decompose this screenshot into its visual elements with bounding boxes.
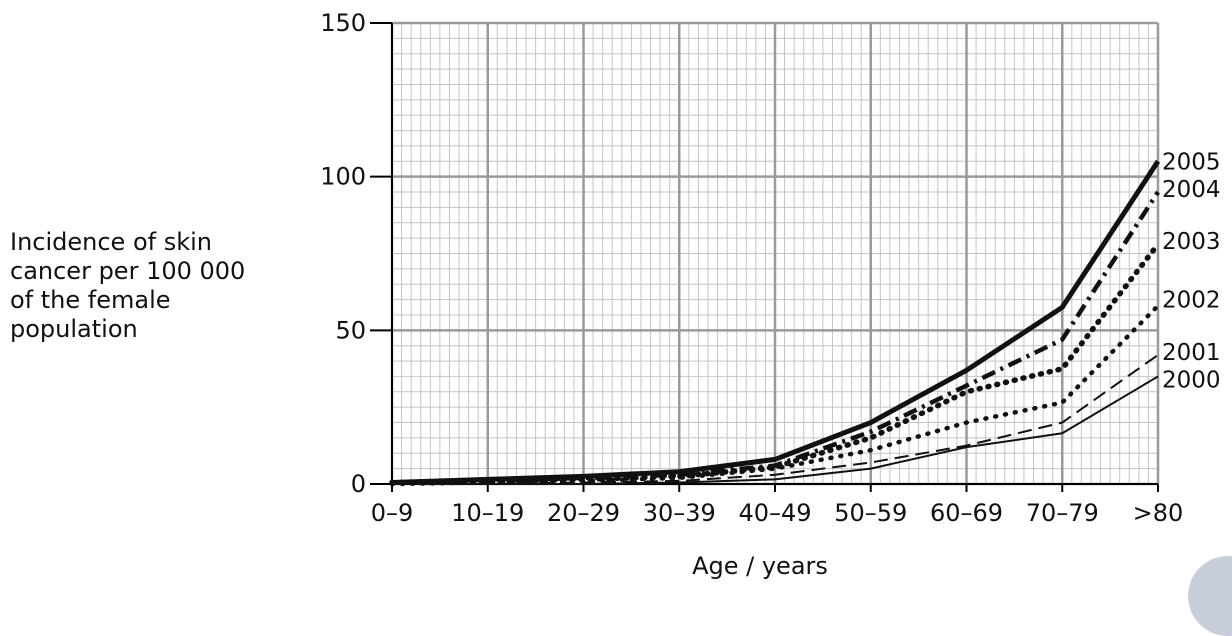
y-tick-label: 0	[351, 470, 366, 498]
y-axis-label-line: cancer per 100 000	[10, 257, 246, 285]
y-axis-label-line: of the female	[10, 286, 171, 314]
y-tick-label: 100	[320, 163, 366, 191]
x-tick-label: 30–39	[643, 499, 716, 527]
x-tick-label: 0–9	[371, 499, 414, 527]
x-tick-label: 70–79	[1026, 499, 1099, 527]
x-tick-label: >80	[1133, 499, 1184, 527]
x-axis-label: Age / years	[692, 552, 828, 580]
x-tick-label: 40–49	[738, 499, 811, 527]
series-lines	[389, 159, 1161, 487]
series-label-2000: 2000	[1162, 368, 1221, 394]
y-axis-label-line: population	[10, 315, 138, 343]
x-tick-label: 50–59	[834, 499, 907, 527]
x-tick-label: 60–69	[930, 499, 1003, 527]
y-axis-label: Incidence of skin cancer per 100 000 of …	[10, 228, 270, 344]
series-line-2001	[392, 354, 1159, 485]
x-tick-label: 10–19	[451, 499, 524, 527]
series-line-2005	[391, 159, 1161, 485]
y-tick-label: 150	[320, 9, 366, 37]
chart: 0 50 100 150 0–9 10–19 20–29 30–39 40–49 50–59 60–…	[320, 9, 1221, 527]
tick-labels: 0 50 100 150 0–9 10–19 20–29 30–39 40–49 50–59 60–…	[320, 9, 1183, 527]
axes	[370, 22, 1159, 492]
grid	[390, 21, 1160, 486]
series-label-2001: 2001	[1162, 340, 1221, 366]
series-label-2002: 2002	[1162, 288, 1221, 314]
y-tick-label: 50	[335, 316, 366, 344]
series-label-2003: 2003	[1162, 229, 1221, 255]
series-label-2004: 2004	[1162, 177, 1221, 203]
series-label-2005: 2005	[1162, 149, 1221, 175]
y-axis-label-line: Incidence of skin	[10, 228, 212, 256]
x-tick-label: 20–29	[547, 499, 620, 527]
